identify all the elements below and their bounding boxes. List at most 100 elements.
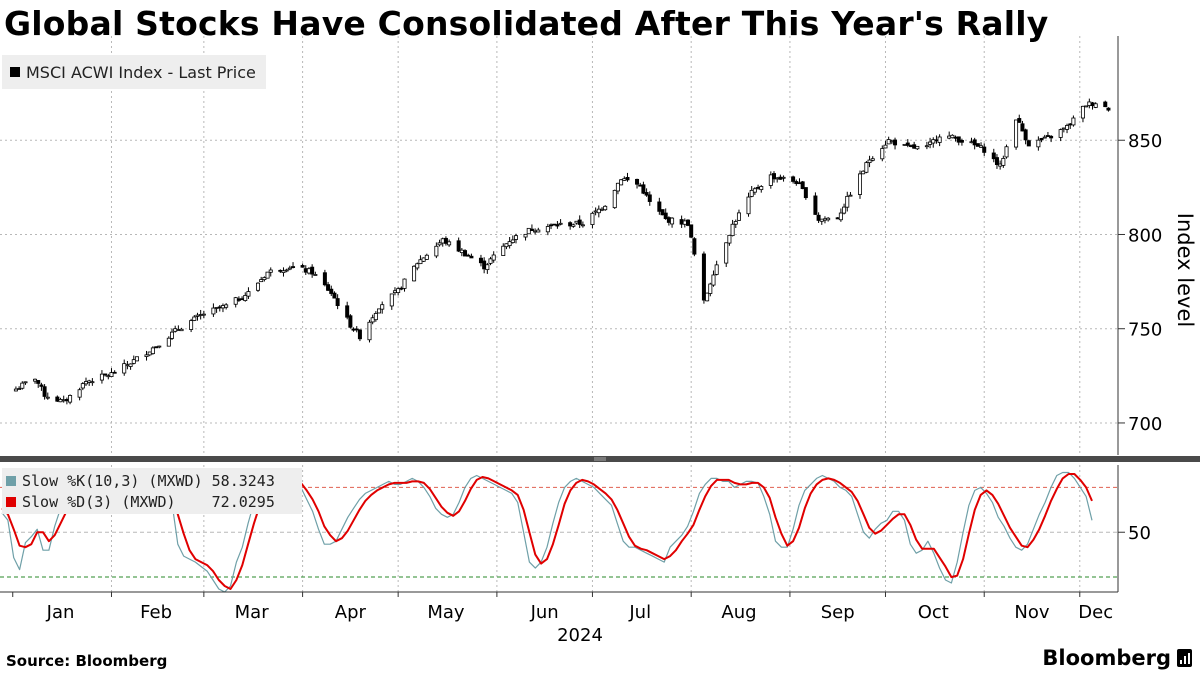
price-candle-body-110 xyxy=(504,243,509,248)
price-candle-176 xyxy=(797,178,802,185)
price-candle-body-236 xyxy=(1065,125,1070,130)
price-candle-body-27 xyxy=(131,359,136,364)
price-candle-body-79 xyxy=(367,321,372,341)
price-candle-9 xyxy=(55,395,60,402)
price-candle-238 xyxy=(1071,115,1076,127)
price-candle-body-72 xyxy=(332,292,337,299)
price-candle-body-9 xyxy=(55,396,60,402)
price-candle-213 xyxy=(959,138,964,146)
price-candle-222 xyxy=(1001,155,1006,168)
price-candle-23 xyxy=(112,370,117,374)
price-candle-body-111 xyxy=(507,241,512,247)
price-candle-25 xyxy=(125,360,130,370)
price-candle-239 xyxy=(1080,105,1085,123)
price-candle-body-180 xyxy=(816,214,821,221)
panel-divider-bar xyxy=(0,456,1200,462)
k-legend-entry: Slow %K(10,3) (MXWD) 58.3243 xyxy=(6,470,298,491)
price-candle-body-140 xyxy=(638,184,643,187)
price-candle-body-169 xyxy=(768,174,773,186)
price-candle-body-168 xyxy=(759,186,764,191)
price-candle-64 xyxy=(300,263,305,268)
price-candle-body-139 xyxy=(635,178,640,185)
x-tick-label-nov: Nov xyxy=(1014,602,1049,623)
price-candle-124 xyxy=(568,221,573,230)
price-candle-161 xyxy=(730,219,735,237)
price-candle-156 xyxy=(708,282,713,297)
price-candle-220 xyxy=(994,154,999,169)
price-candle-body-227 xyxy=(1023,129,1028,141)
price-candle-113 xyxy=(514,233,519,244)
price-candle-135 xyxy=(615,182,620,195)
price-candle-body-96 xyxy=(440,238,445,244)
price-candle-191 xyxy=(864,160,869,174)
price-candle-body-35 xyxy=(169,331,174,339)
price-candle-body-44 xyxy=(211,307,216,315)
price-candle-24 xyxy=(122,359,127,376)
price-candle-18 xyxy=(90,378,95,386)
price-candle-body-20 xyxy=(103,373,108,376)
price-candle-53 xyxy=(246,287,251,299)
d-legend-label: Slow %D(3) (MXWD) xyxy=(22,492,176,511)
x-tick-label-jan: Jan xyxy=(46,602,75,623)
price-candle-175 xyxy=(794,179,799,186)
price-candle-114 xyxy=(523,233,528,241)
price-candle-177 xyxy=(800,180,805,190)
price-candle-body-43 xyxy=(201,313,206,316)
price-candle-body-244 xyxy=(1103,101,1108,108)
k-legend-label: Slow %K(10,3) (MXWD) xyxy=(22,471,203,490)
price-candle-body-237 xyxy=(1068,123,1073,126)
price-candle-58 xyxy=(268,267,273,277)
price-candle-196 xyxy=(886,136,891,145)
price-candle-198 xyxy=(893,137,898,150)
price-candle-body-50 xyxy=(236,298,241,301)
price-candle-body-34 xyxy=(166,337,171,347)
price-candle-243 xyxy=(1093,102,1098,109)
price-candle-body-125 xyxy=(571,224,576,227)
price-candle-179 xyxy=(813,192,818,215)
price-candle-206 xyxy=(931,137,936,148)
price-candle-body-228 xyxy=(1026,140,1031,147)
price-candle-body-182 xyxy=(822,218,827,221)
price-candle-171 xyxy=(775,177,780,183)
price-candle-body-212 xyxy=(956,136,961,143)
price-candle-body-239 xyxy=(1080,105,1085,119)
price-candle-body-161 xyxy=(730,223,735,237)
price-candle-body-240 xyxy=(1084,105,1089,108)
price-candle-4 xyxy=(33,378,38,384)
price-candle-3 xyxy=(23,381,28,385)
price-candle-68 xyxy=(313,271,318,276)
price-candle-body-107 xyxy=(488,258,493,264)
price-candle-body-67 xyxy=(310,266,315,275)
price-candle-241 xyxy=(1087,98,1092,109)
price-candle-body-218 xyxy=(982,146,987,153)
price-candle-body-69 xyxy=(322,272,327,286)
brand-logo: Bloomberg xyxy=(1042,646,1192,670)
price-legend-swatch xyxy=(10,67,20,77)
price-candle-body-197 xyxy=(889,140,894,143)
price-candle-body-84 xyxy=(389,293,394,307)
price-candle-body-95 xyxy=(437,242,442,246)
price-candle-body-206 xyxy=(931,139,936,144)
price-y-tick-label-2: 800 xyxy=(1128,225,1162,246)
price-candle-body-203 xyxy=(915,145,920,150)
price-candle-43 xyxy=(201,310,206,319)
price-candle-158 xyxy=(714,260,719,276)
price-candle-body-10 xyxy=(58,399,63,403)
price-candle-body-80 xyxy=(370,317,375,323)
price-candle-body-156 xyxy=(708,283,713,294)
price-candle-body-128 xyxy=(580,224,585,227)
price-candle-body-145 xyxy=(660,209,665,216)
price-candle-132 xyxy=(600,207,605,212)
price-candle-body-56 xyxy=(262,277,267,281)
price-candle-body-210 xyxy=(950,134,955,139)
price-candle-body-216 xyxy=(975,143,980,147)
price-candle-62 xyxy=(287,265,292,271)
price-candle-body-217 xyxy=(979,145,984,148)
price-candle-body-21 xyxy=(106,375,111,378)
price-candle-body-195 xyxy=(883,144,888,149)
price-candle-245 xyxy=(1106,107,1111,112)
price-candle-55 xyxy=(259,276,264,283)
price-candle-244 xyxy=(1103,100,1108,108)
price-candle-body-165 xyxy=(749,189,754,197)
oscillator-y-ticks: 50 xyxy=(1118,523,1151,544)
